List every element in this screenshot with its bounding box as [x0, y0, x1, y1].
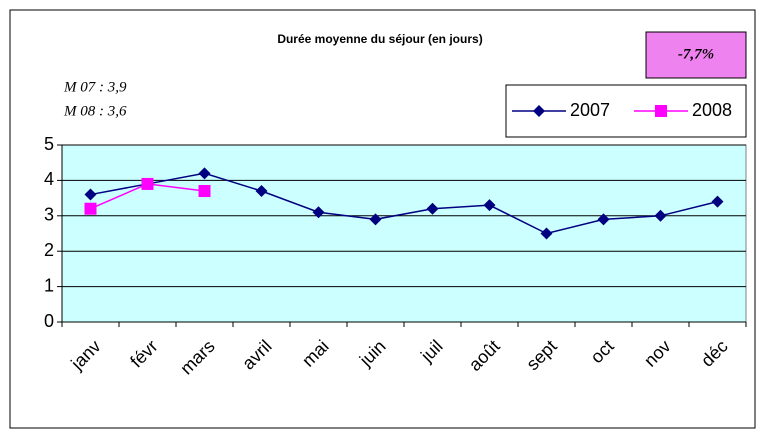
y-tick-label: 4 — [44, 169, 54, 189]
line — [90, 172, 718, 235]
legend-label: 2008 — [692, 100, 732, 120]
y-tick-label: 3 — [44, 205, 54, 225]
y-tick-label: 0 — [44, 311, 54, 331]
marker — [198, 167, 211, 180]
y-tick-label: 1 — [44, 275, 54, 295]
marker — [141, 177, 154, 190]
marker — [84, 202, 97, 215]
chart-title: Durée moyenne du séjour (en jours) — [277, 32, 482, 46]
annotation: -7,7% — [678, 46, 714, 62]
plot-area — [61, 144, 747, 323]
marker — [483, 199, 496, 212]
marker — [84, 188, 97, 201]
marker — [312, 206, 325, 219]
marker — [540, 227, 553, 240]
annotation-box — [645, 31, 747, 79]
marker — [369, 213, 382, 226]
marker — [655, 105, 667, 117]
legend-label: 2007 — [570, 100, 610, 120]
marker — [654, 209, 667, 222]
marker — [533, 105, 545, 117]
marker — [597, 213, 610, 226]
y-tick-label: 2 — [44, 240, 54, 260]
annotation: M 08 : 3,6 — [63, 103, 127, 119]
annotation: M 07 : 3,9 — [63, 79, 127, 95]
marker — [255, 185, 268, 198]
marker — [426, 202, 439, 215]
y-tick-label: 5 — [44, 134, 54, 154]
marker — [198, 185, 211, 198]
marker — [711, 195, 724, 208]
